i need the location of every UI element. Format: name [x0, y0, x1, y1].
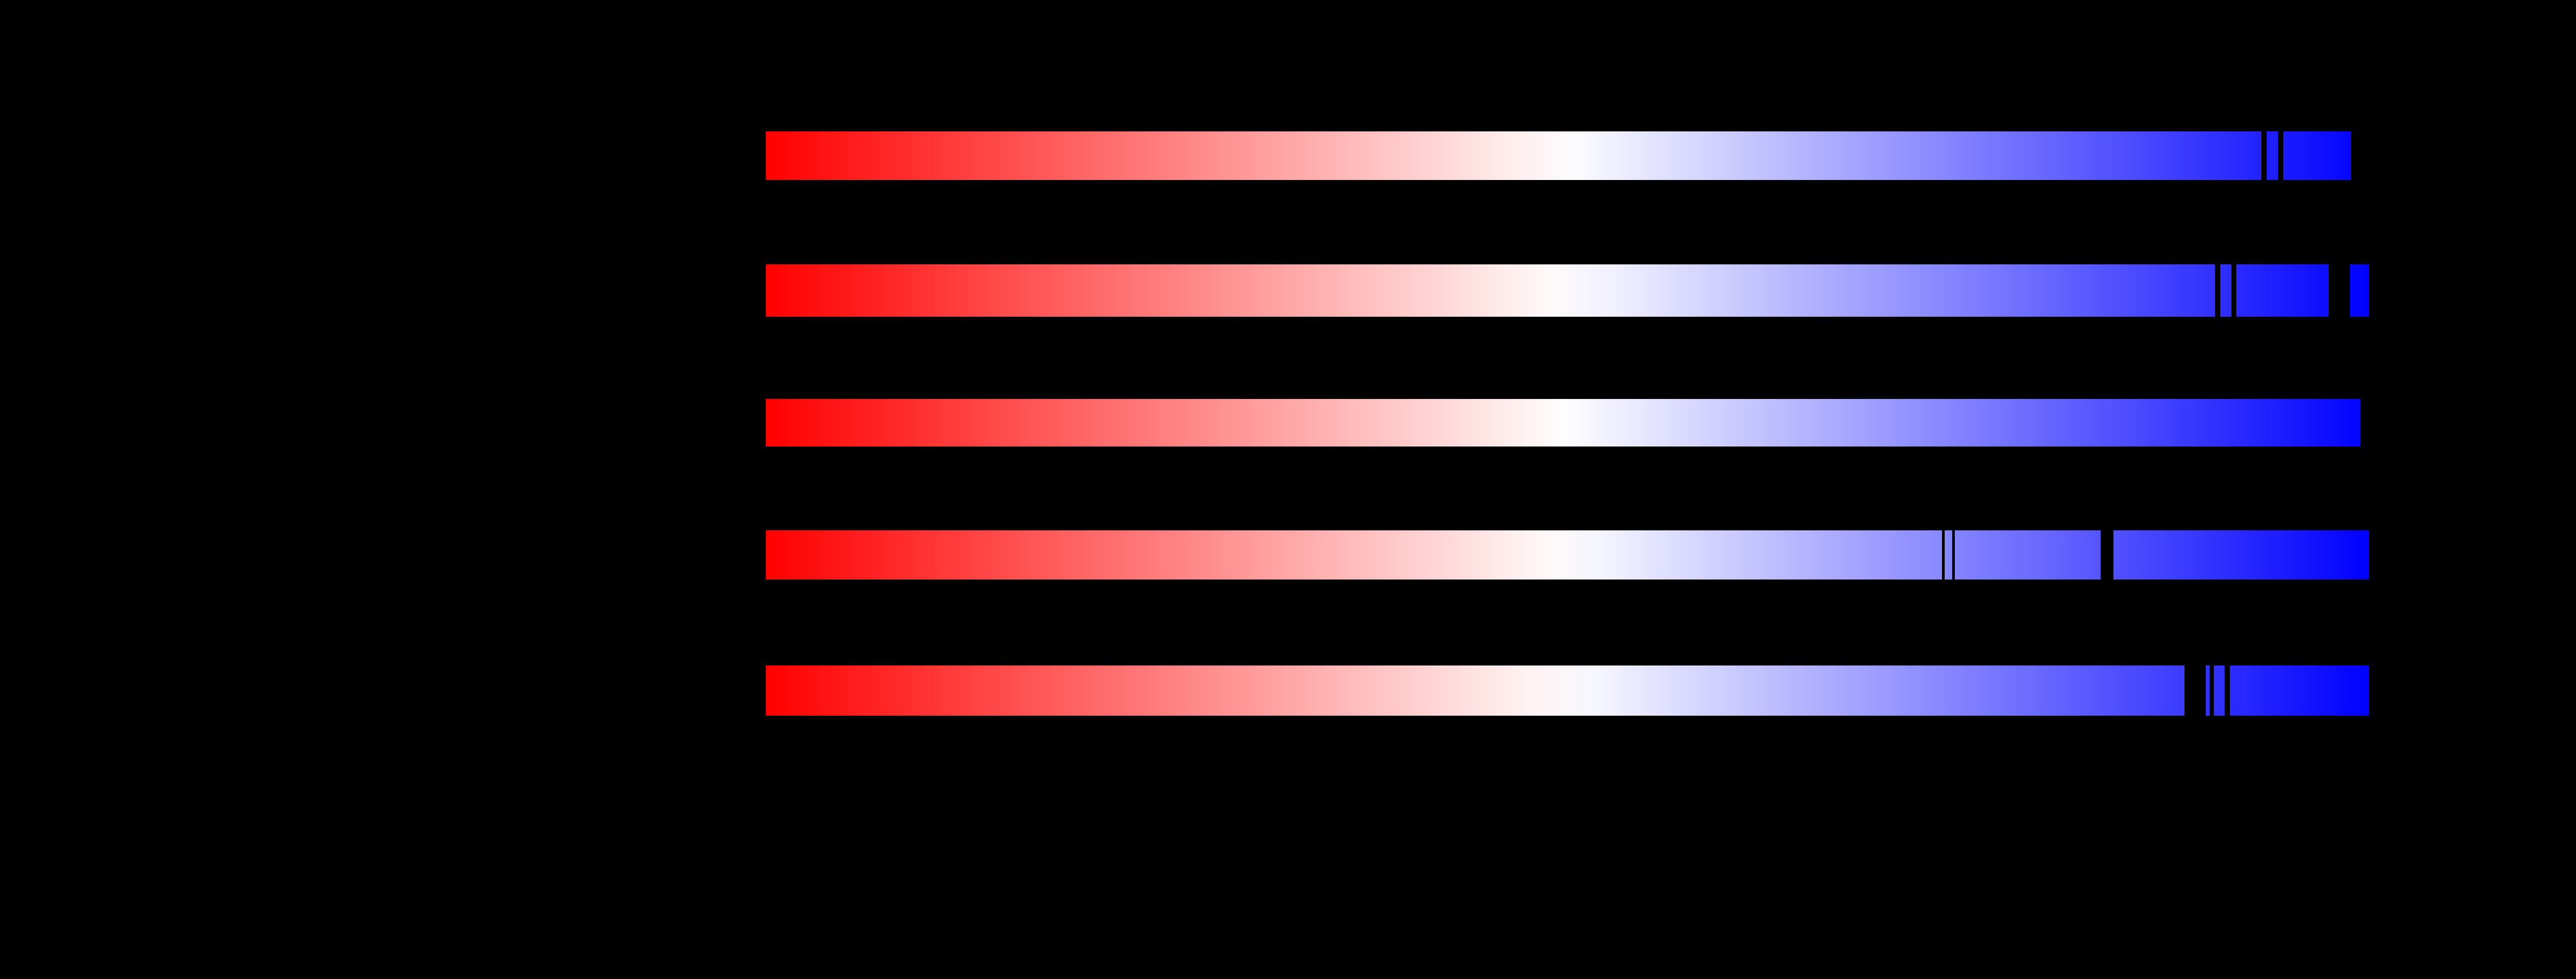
- colorbar-row-2: [0, 264, 2576, 317]
- colorbar-segment-r2-s4: [2350, 264, 2369, 317]
- colorbar-segment-r1-s3: [2283, 131, 2351, 180]
- colorbar-segment-r1-s2: [2267, 131, 2278, 180]
- colorbar-segment-r5-s2: [2206, 665, 2210, 716]
- colorbar-segment-r5-s3: [2214, 665, 2225, 716]
- colorbar-segment-r3-s1: [766, 399, 2360, 447]
- colorbar-row-4: [0, 530, 2576, 579]
- colorbar-row-3: [0, 399, 2576, 447]
- colorbar-segment-r1-s1: [766, 131, 2261, 180]
- colorbar-segment-r4-s2: [1945, 530, 1952, 579]
- colorbar-segment-r4-s4: [2113, 530, 2369, 579]
- colorbar-segment-r2-s3: [2236, 264, 2329, 317]
- colorbar-segment-r5-s1: [766, 665, 2184, 716]
- colorbar-row-1: [0, 131, 2576, 180]
- colorbar-segment-r2-s1: [766, 264, 2215, 317]
- colorbar-row-5: [0, 665, 2576, 716]
- colorbar-segment-r4-s3: [1955, 530, 2101, 579]
- colorbar-segment-r5-s4: [2230, 665, 2369, 716]
- colorbar-segment-r2-s2: [2220, 264, 2232, 317]
- colorbar-segment-r4-s1: [766, 530, 1942, 579]
